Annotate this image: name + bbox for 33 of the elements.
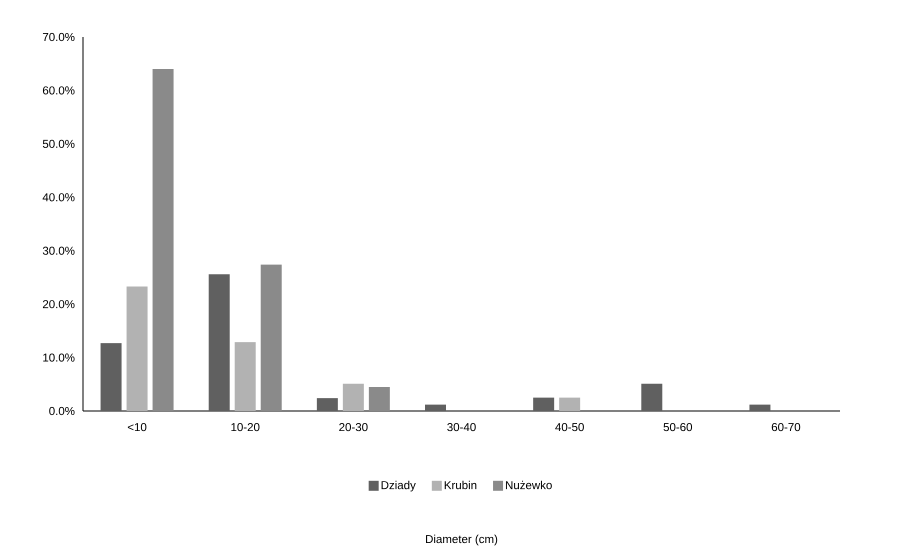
x-tick-label: 10-20	[231, 423, 260, 432]
bar	[100, 343, 122, 411]
x-tick-label: <10	[128, 423, 146, 432]
bar	[342, 384, 364, 411]
bar	[559, 398, 580, 411]
y-tick-label: 50.0%	[42, 140, 75, 148]
legend-label: Krubin	[444, 480, 476, 490]
y-tick-label: 0.0%	[49, 406, 75, 416]
y-tick-label: 20.0%	[42, 300, 75, 308]
bar	[425, 404, 446, 411]
text: Diameter (cm)	[426, 534, 498, 546]
bar	[260, 264, 282, 411]
y-tick-label: 40.0%	[42, 193, 75, 202]
bar	[208, 274, 230, 411]
y-tick-label: 70.0%	[42, 32, 75, 42]
legend-label: Nużewko	[506, 480, 552, 490]
x-tick-label: 40-50	[555, 423, 584, 432]
bar	[152, 69, 174, 411]
x-tick-label: 20-30	[339, 423, 368, 432]
bar	[641, 384, 662, 411]
bar	[126, 286, 148, 411]
x-tick-label: 30-40	[447, 423, 476, 432]
bar	[234, 342, 256, 411]
x-tick-label: 50-60	[664, 423, 692, 432]
x-tick-label: 60-70	[772, 423, 800, 432]
bar	[533, 398, 554, 411]
y-tick-label: 60.0%	[42, 86, 75, 94]
legend-label: Dziady	[382, 480, 416, 492]
y-tick-label: 30.0%	[42, 246, 75, 255]
bar	[368, 386, 390, 411]
bar	[749, 404, 770, 411]
y-tick-label: 10.0%	[43, 354, 75, 362]
bar	[316, 398, 338, 411]
